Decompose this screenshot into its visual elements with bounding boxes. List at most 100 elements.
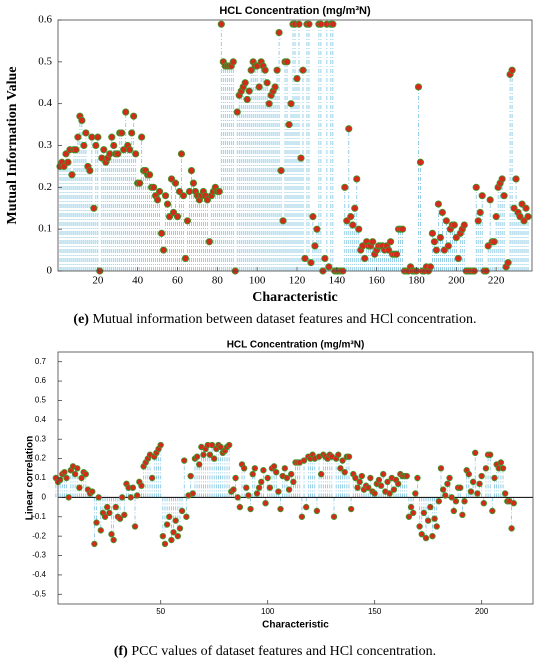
marker (313, 225, 321, 233)
marker (498, 175, 506, 183)
marker (476, 480, 483, 488)
marker (101, 513, 109, 520)
marker (504, 259, 512, 267)
marker (354, 484, 361, 491)
marker (358, 472, 366, 480)
marker (189, 490, 196, 497)
x-tick-label: 20 (92, 275, 104, 287)
marker (369, 238, 377, 246)
y-tick-label: 0.3 (35, 434, 47, 443)
marker (61, 468, 68, 476)
x-tick-label: 150 (368, 607, 382, 616)
marker (196, 461, 203, 468)
marker (285, 486, 293, 493)
marker (245, 492, 252, 499)
marker (163, 521, 171, 528)
marker (469, 478, 477, 486)
marker (118, 129, 126, 137)
y-tick-label: 0.4 (38, 97, 52, 109)
marker (351, 204, 359, 212)
marker (225, 441, 233, 449)
marker (166, 513, 173, 520)
marker (491, 474, 498, 482)
marker (321, 254, 329, 263)
x-tick-label: 120 (289, 275, 306, 287)
marker (277, 167, 285, 175)
marker (185, 187, 194, 196)
marker (131, 523, 139, 530)
marker (433, 523, 440, 530)
marker (72, 146, 80, 154)
marker (375, 476, 383, 484)
marker (110, 141, 118, 150)
marker (377, 482, 385, 489)
marker (497, 459, 505, 466)
marker (457, 484, 464, 491)
chart-title: HCL Concentration (mg/m³N) (227, 340, 365, 351)
y-axis-label: Linear correlation (25, 436, 36, 520)
marker (146, 171, 154, 179)
y-tick-label: -0.1 (32, 512, 46, 521)
marker (71, 470, 79, 478)
x-tick-label: 180 (408, 275, 425, 287)
marker (78, 116, 86, 125)
marker (424, 517, 432, 524)
marker (307, 259, 315, 267)
marker (229, 58, 237, 66)
marker (74, 133, 82, 141)
marker (335, 451, 342, 458)
marker (300, 457, 308, 464)
marker (347, 213, 355, 221)
marker (461, 498, 468, 505)
marker (183, 217, 192, 225)
marker (271, 83, 279, 91)
marker (414, 83, 423, 91)
marker (356, 478, 363, 486)
marker (355, 225, 363, 233)
marker (155, 187, 164, 196)
marker (127, 494, 134, 501)
marker (279, 217, 287, 225)
marker (90, 204, 98, 212)
x-tick-label: 100 (249, 275, 266, 287)
marker (472, 183, 480, 191)
marker (429, 532, 436, 540)
marker (480, 500, 487, 507)
marker (398, 225, 407, 233)
marker (380, 470, 387, 478)
marker (422, 534, 430, 542)
marker (170, 529, 177, 536)
marker (345, 125, 353, 133)
marker (208, 441, 216, 449)
marker (266, 484, 274, 491)
y-tick-label: -0.5 (32, 589, 46, 598)
marker (258, 478, 265, 486)
marker (128, 129, 136, 137)
marker (409, 509, 417, 517)
x-tick-label: 200 (475, 607, 489, 616)
marker (353, 175, 361, 183)
marker (264, 474, 271, 482)
y-tick-label: 0.6 (38, 14, 52, 26)
marker (460, 221, 468, 229)
marker (395, 480, 402, 488)
marker (193, 453, 201, 460)
marker (297, 154, 305, 162)
marker (114, 150, 122, 158)
marker (189, 179, 198, 187)
marker (181, 457, 188, 464)
y-tick-label: 0.1 (35, 473, 47, 482)
marker (106, 150, 114, 158)
marker (311, 242, 319, 250)
marker (432, 246, 441, 254)
marker (288, 470, 295, 478)
marker (172, 517, 179, 524)
marker (339, 457, 346, 464)
marker (94, 133, 102, 141)
marker (63, 474, 70, 482)
marker (442, 217, 450, 225)
y-tick-label: 0.3 (38, 139, 52, 151)
marker (104, 503, 111, 511)
marker (74, 465, 81, 472)
